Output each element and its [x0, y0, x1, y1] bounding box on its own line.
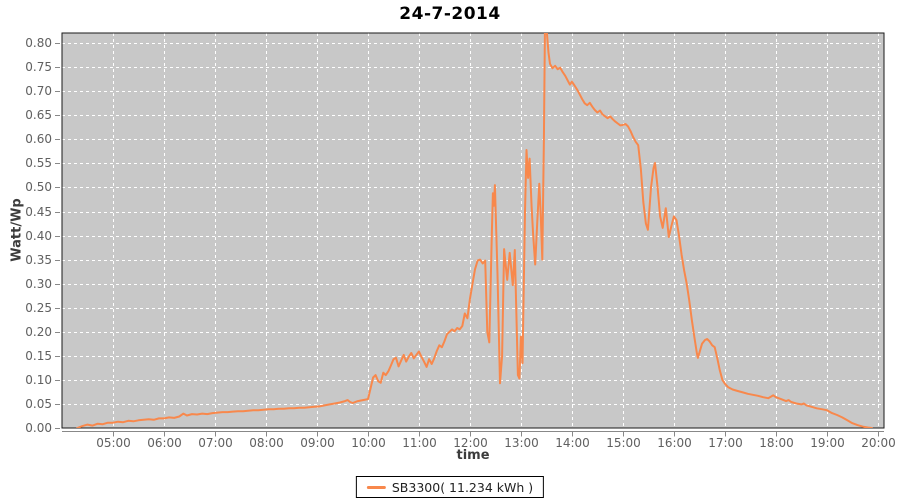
- x-tick-label: 19:00: [810, 436, 845, 450]
- x-tick-label: 06:00: [147, 436, 182, 450]
- y-tick-label: 0.50: [25, 179, 52, 194]
- y-tick-label: 0.00: [25, 420, 52, 435]
- legend: SB3300( 11.234 kWh ): [355, 476, 545, 498]
- x-axis-title: time: [456, 448, 490, 463]
- x-tick-label: 11:00: [402, 436, 437, 450]
- x-tick-label: 07:00: [198, 436, 233, 450]
- y-tick-label: 0.55: [25, 155, 52, 170]
- x-tick-label: 14:00: [555, 436, 590, 450]
- y-tick-label: 0.35: [25, 252, 52, 267]
- y-tick-label: 0.05: [25, 396, 52, 411]
- x-tick-label: 10:00: [351, 436, 386, 450]
- y-tick-label: 0.65: [25, 107, 52, 122]
- x-tick-label: 17:00: [708, 436, 743, 450]
- x-tick-label: 05:00: [96, 436, 131, 450]
- y-tick-label: 0.70: [25, 83, 52, 98]
- y-tick-label: 0.40: [25, 228, 52, 243]
- x-tick-label: 20:00: [861, 436, 896, 450]
- y-tick-label: 0.20: [25, 324, 52, 339]
- series-line: [76, 33, 873, 428]
- y-tick-label: 0.15: [25, 348, 52, 363]
- x-tick-label: 15:00: [606, 436, 641, 450]
- legend-series-label: SB3300( 11.234 kWh ): [391, 479, 534, 495]
- y-tick-label: 0.30: [25, 276, 52, 291]
- y-tick-label: 0.75: [25, 59, 52, 74]
- axis-ticks: [55, 43, 884, 437]
- x-tick-label: 13:00: [504, 436, 539, 450]
- x-tick-label: 18:00: [759, 436, 794, 450]
- plot-background: [62, 33, 884, 428]
- y-tick-label: 0.80: [25, 35, 52, 50]
- x-tick-label: 08:00: [249, 436, 284, 450]
- y-tick-label: 0.60: [25, 131, 52, 146]
- y-tick-label: 0.45: [25, 204, 52, 219]
- plot-border: [61, 32, 885, 429]
- x-tick-label: 09:00: [300, 436, 335, 450]
- x-tick-label: 12:00: [453, 436, 488, 450]
- y-tick-label: 0.10: [25, 372, 52, 387]
- chart-title: 24-7-2014: [399, 4, 501, 24]
- y-tick-label: 0.25: [25, 300, 52, 315]
- x-tick-label: 16:00: [657, 436, 692, 450]
- legend-line-swatch: [366, 485, 386, 489]
